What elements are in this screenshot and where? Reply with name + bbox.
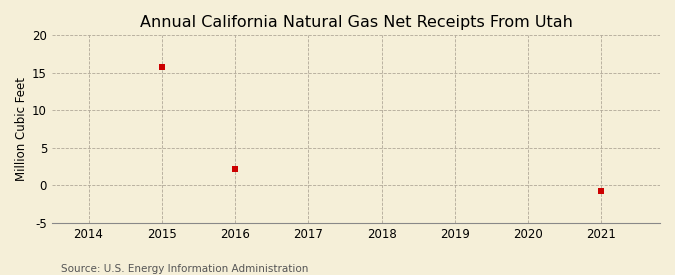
Text: Source: U.S. Energy Information Administration: Source: U.S. Energy Information Administ… [61, 264, 308, 274]
Y-axis label: Million Cubic Feet: Million Cubic Feet [15, 77, 28, 181]
Title: Annual California Natural Gas Net Receipts From Utah: Annual California Natural Gas Net Receip… [140, 15, 572, 30]
